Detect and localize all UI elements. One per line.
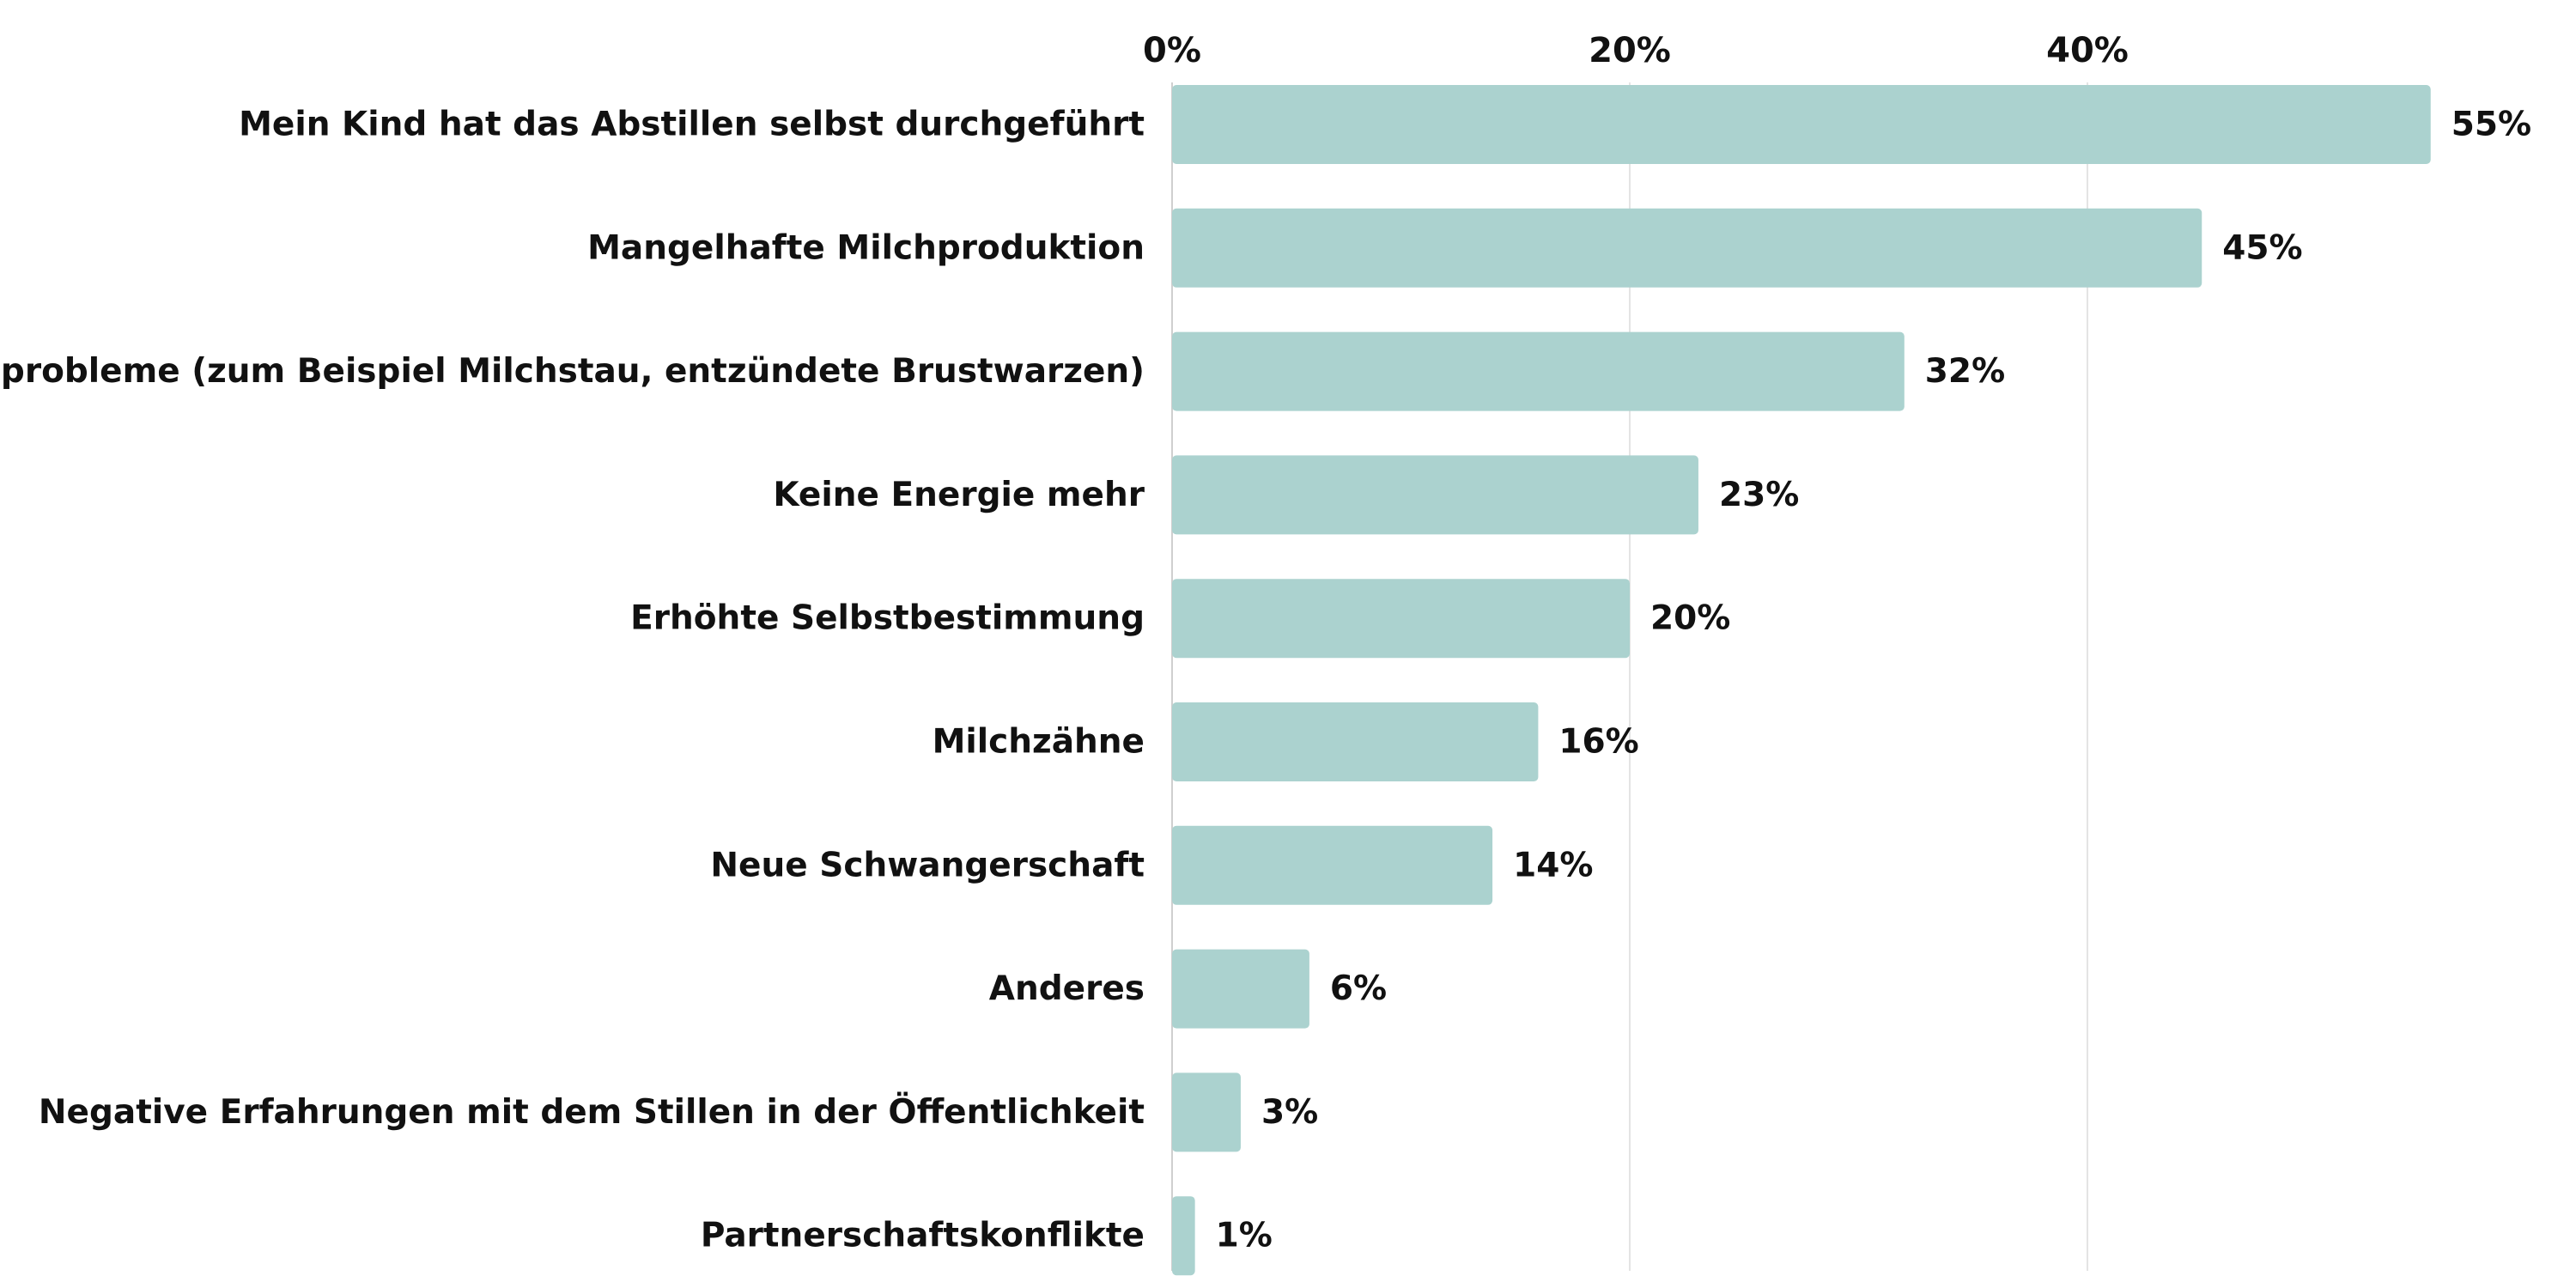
data-label: 16% [1558, 723, 1638, 762]
data-label: 1% [1216, 1217, 1273, 1255]
category-labels: Mein Kind hat das Abstillen selbst durch… [0, 106, 1145, 1255]
category-label: Neue Schwangerschaft [710, 846, 1145, 884]
category-label: Keine Energie mehr [773, 476, 1145, 514]
category-label: Negative Erfahrungen mit dem Stillen in … [39, 1091, 1145, 1132]
data-label: 45% [2222, 228, 2302, 267]
data-label: 3% [1261, 1093, 1318, 1132]
x-axis-ticks: 0% 20% 40% [1143, 31, 2129, 70]
category-label: Milchzähne [933, 723, 1145, 762]
data-label: 20% [1650, 599, 1730, 638]
bar [1172, 1072, 1241, 1152]
bar [1172, 702, 1539, 781]
data-label: 55% [2451, 106, 2531, 144]
data-label: 23% [1719, 476, 1799, 514]
bar [1172, 1196, 1195, 1276]
bar [1172, 208, 2202, 288]
x-tick-label: 20% [1589, 31, 1671, 70]
x-tick-label: 0% [1143, 31, 1201, 70]
category-label: Mangelhafte Milchproduktion [587, 228, 1145, 267]
category-label: Anderes [989, 969, 1145, 1008]
bar [1172, 85, 2431, 164]
category-label: Mein Kind hat das Abstillen selbst durch… [239, 106, 1145, 144]
data-label: 32% [1925, 352, 2005, 391]
bar [1172, 949, 1309, 1029]
data-label: 6% [1330, 969, 1387, 1008]
bar [1172, 579, 1630, 659]
bar [1172, 331, 1905, 411]
value-labels: 55% 45% 32% 23% 20% 16% 14% 6% 3% 1% [1216, 106, 2531, 1255]
bar [1172, 825, 1493, 905]
bar [1172, 455, 1698, 535]
category-label: Erhöhte Selbstbestimmung [630, 599, 1145, 638]
category-label: Partnerschaftskonflikte [701, 1217, 1145, 1255]
bars [1172, 85, 2431, 1276]
data-label: 14% [1513, 846, 1593, 884]
category-label: Stillprobleme (zum Beispiel Milchstau, e… [0, 352, 1145, 391]
x-tick-label: 40% [2046, 31, 2129, 70]
